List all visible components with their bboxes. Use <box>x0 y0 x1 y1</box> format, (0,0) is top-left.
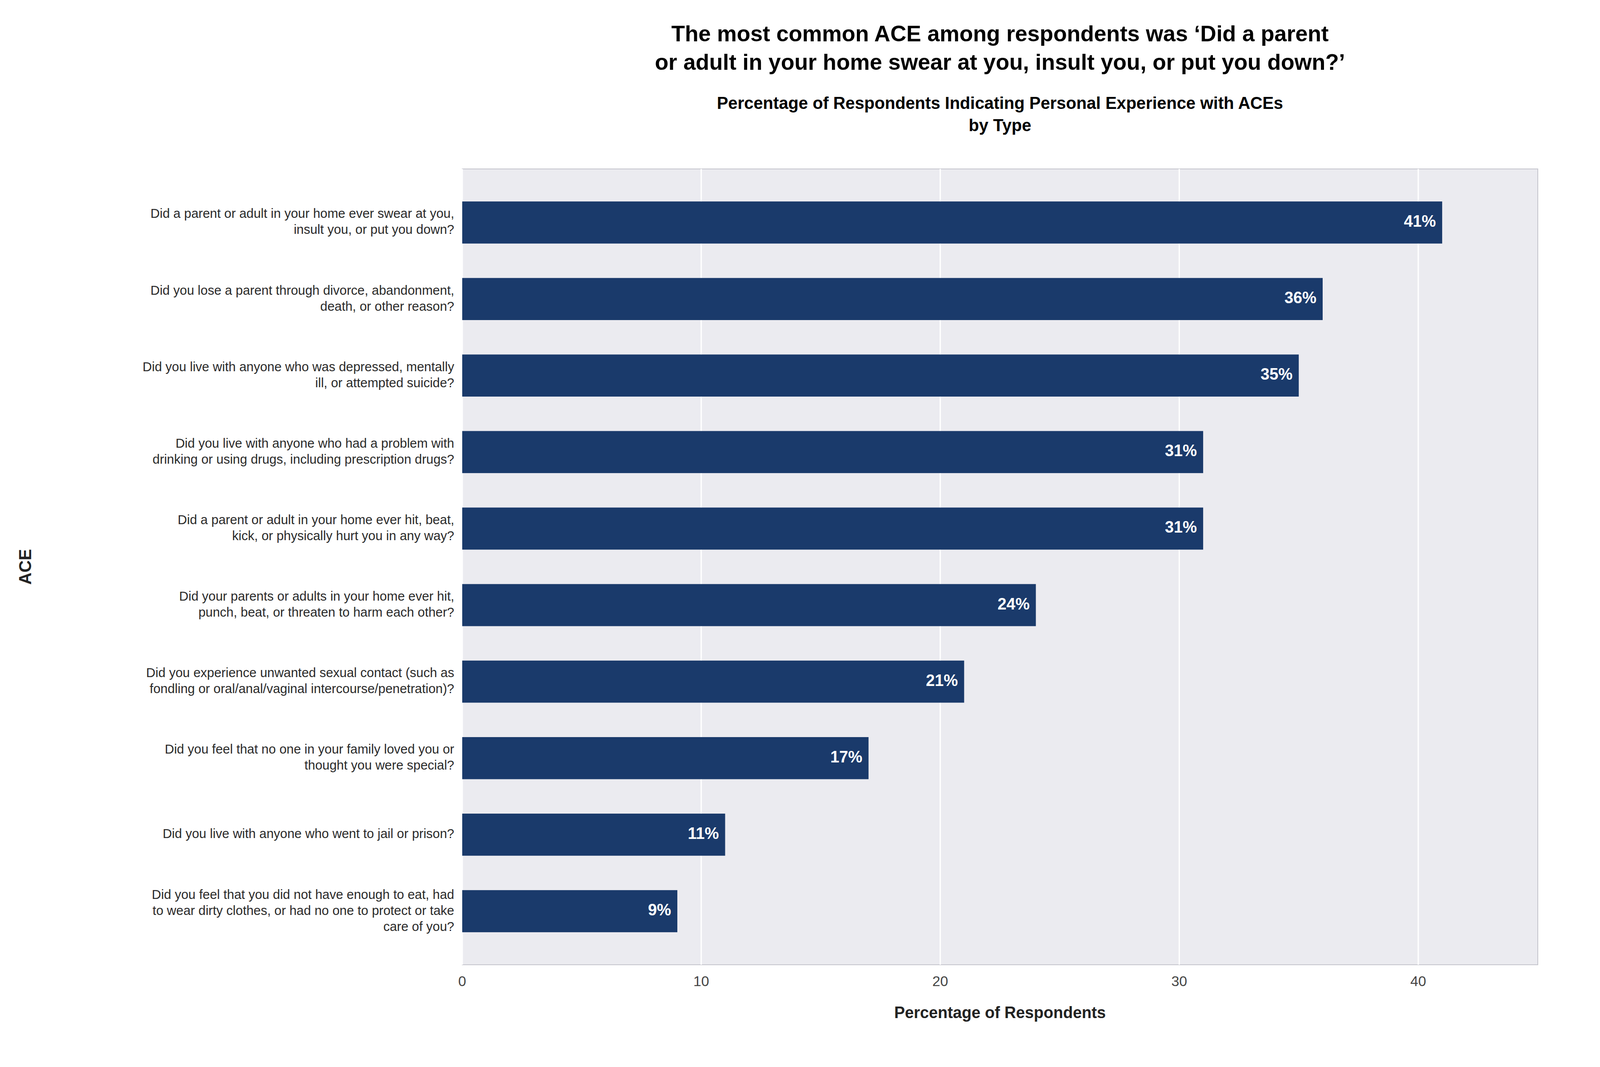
data-label: 31% <box>1164 441 1197 460</box>
data-label: 31% <box>1164 517 1197 536</box>
y-tick-label: Did you live with anyone who was depress… <box>142 359 455 390</box>
y-tick-label-line: to wear dirty clothes, or had no one to … <box>152 902 455 917</box>
title: The most common ACE among respondents wa… <box>655 21 1346 75</box>
y-tick-label: Did a parent or adult in your home ever … <box>150 206 455 237</box>
x-tick-label: 0 <box>458 972 467 989</box>
y-tick-label: Did a parent or adult in your home ever … <box>177 512 455 543</box>
data-label: 35% <box>1260 364 1293 384</box>
y-tick-label-line: Did you feel that no one in your family … <box>164 741 455 756</box>
data-label: 36% <box>1284 288 1317 307</box>
y-tick-label-line: death, or other reason? <box>320 298 455 313</box>
title-line: The most common ACE among respondents wa… <box>671 21 1329 47</box>
bar <box>462 584 1036 627</box>
data-label: 21% <box>925 671 958 690</box>
data-label: 24% <box>997 594 1030 613</box>
bar <box>462 507 1204 550</box>
bar <box>462 430 1204 473</box>
y-tick-label-line: Did you experience unwanted sexual conta… <box>146 665 455 680</box>
grid-line <box>1417 168 1420 965</box>
y-tick-label-line: Did your parents or adults in your home … <box>179 588 455 604</box>
y-tick-label: Did you experience unwanted sexual conta… <box>146 665 455 696</box>
subtitle: Percentage of Respondents Indicating Per… <box>716 93 1284 135</box>
y-tick-label: Did you lose a parent through divorce, a… <box>150 282 455 313</box>
y-tick-label-line: Did a parent or adult in your home ever … <box>177 512 455 527</box>
bar <box>462 354 1299 397</box>
y-tick-label-line: insult you, or put you down? <box>293 222 455 237</box>
y-tick-label: Did you feel that you did not have enoug… <box>152 886 455 933</box>
y-tick-label-line: Did you live with anyone who was depress… <box>142 359 455 374</box>
y-tick-label-line: ill, or attempted suicide? <box>315 375 455 390</box>
x-tick-label: 20 <box>932 972 949 989</box>
y-tick-label-line: kick, or physically hurt you in any way? <box>232 528 455 543</box>
bar <box>462 813 726 856</box>
subtitle-line: Percentage of Respondents Indicating Per… <box>716 93 1284 113</box>
y-tick-label-line: Did you live with anyone who went to jai… <box>162 826 455 841</box>
y-ticks: Did you feel that you did not have enoug… <box>142 206 455 933</box>
y-tick-label-line: Did you live with anyone who had a probl… <box>175 435 455 450</box>
title-line: or adult in your home swear at you, insu… <box>655 49 1346 75</box>
y-tick-label-line: Did you lose a parent through divorce, a… <box>150 282 455 297</box>
bar <box>462 889 678 932</box>
data-label: 17% <box>830 747 863 766</box>
y-tick-label: Did you live with anyone who went to jai… <box>162 826 455 841</box>
data-labels: 9% 11% 17% 21% 24% 31% 31% 35% 36% 41% <box>648 212 1436 919</box>
data-label: 9% <box>648 900 672 919</box>
bar <box>462 736 869 780</box>
page: {"chart_data": { "type": "bar", "orienta… <box>0 0 1600 1067</box>
bar <box>462 277 1323 320</box>
x-tick-label: 30 <box>1171 972 1188 989</box>
y-tick-label-line: fondling or oral/anal/vaginal intercours… <box>149 681 455 696</box>
background <box>0 0 1600 1067</box>
y-axis-label: ACE <box>16 548 35 585</box>
bar <box>462 201 1443 244</box>
plot-area <box>462 168 1538 965</box>
grid <box>462 168 1419 965</box>
y-tick-label-line: punch, beat, or threaten to harm each ot… <box>198 604 455 620</box>
subtitle-line: by Type <box>968 116 1032 135</box>
chart: The most common ACE among respondents wa… <box>0 0 1600 1067</box>
data-label: 11% <box>687 824 719 843</box>
x-tick-label: 40 <box>1410 972 1427 989</box>
bars <box>462 201 1443 932</box>
x-tick-label: 10 <box>693 972 710 989</box>
y-tick-label-line: care of you? <box>383 918 455 933</box>
data-label: 41% <box>1404 212 1436 231</box>
y-tick-label-line: Did you feel that you did not have enoug… <box>152 886 455 901</box>
y-tick-label: Did you live with anyone who had a probl… <box>152 435 455 466</box>
x-ticks: 0 10 20 30 40 <box>458 972 1427 989</box>
y-tick-label-line: drinking or using drugs, including presc… <box>152 451 455 466</box>
y-tick-label-line: Did a parent or adult in your home ever … <box>150 206 455 221</box>
bar <box>462 660 964 703</box>
y-tick-label: Did your parents or adults in your home … <box>179 588 455 620</box>
y-tick-label-line: thought you were special? <box>304 757 455 772</box>
x-axis-label: Percentage of Respondents <box>894 1003 1106 1022</box>
y-tick-label: Did you feel that no one in your family … <box>164 741 455 772</box>
